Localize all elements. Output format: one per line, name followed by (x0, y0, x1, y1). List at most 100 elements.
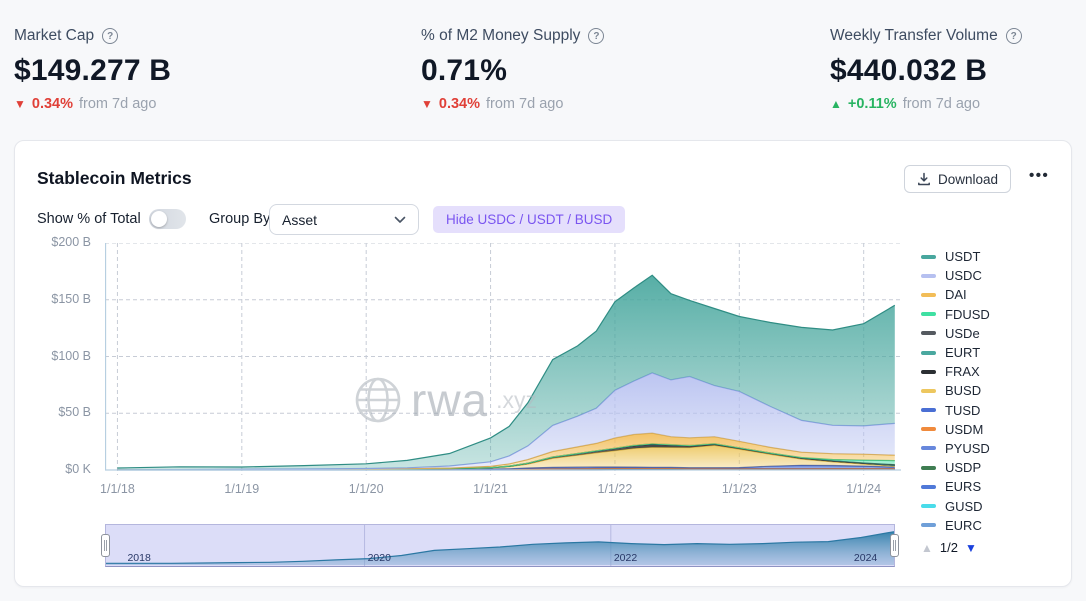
legend-item-tusd[interactable]: TUSD (921, 401, 990, 420)
x-tick-label: 1/1/20 (348, 482, 384, 496)
delta-value: 0.34% (31, 96, 74, 112)
legend-item-frax[interactable]: FRAX (921, 362, 990, 381)
x-tick-label: 1/1/19 (224, 482, 260, 496)
legend-page-down-button[interactable]: ▼ (964, 540, 977, 555)
y-tick-label: $50 B (58, 405, 91, 420)
download-label: Download (938, 171, 999, 187)
brush-left-handle[interactable] (101, 534, 110, 557)
delta-value: +0.11% (847, 96, 897, 112)
gusd-swatch (921, 504, 936, 509)
triangle-down-icon: ▼ (14, 97, 26, 111)
legend-item-usdt[interactable]: USDT (921, 247, 990, 266)
legend-item-fdusd[interactable]: FDUSD (921, 305, 990, 324)
y-tick-label: $0 K (65, 462, 91, 476)
y-tick-label: $100 B (51, 348, 91, 363)
legend-item-pyusd[interactable]: PYUSD (921, 439, 990, 458)
legend-item-gusd[interactable]: GUSD (921, 496, 990, 515)
stat-value: $149.277 B (14, 54, 172, 87)
show-total-toggle[interactable] (149, 209, 186, 229)
x-tick-label: 1/1/22 (597, 482, 633, 496)
group-by-select[interactable]: Asset (269, 204, 419, 235)
x-tick-label: 1/1/23 (721, 482, 757, 496)
minimap-year-label: 2020 (367, 552, 391, 564)
legend: USDT USDC DAI FDUSD USDe EURT FRAX BUSD TUSD USDM… (921, 247, 990, 535)
x-tick-label: 1/1/21 (473, 482, 508, 496)
pyusd-swatch (921, 446, 936, 451)
legend-label: BUSD (945, 383, 982, 399)
timeline-brush[interactable]: 2018 2020 2022 2024 (105, 524, 895, 567)
eurt-swatch (921, 350, 936, 355)
legend-item-usdm[interactable]: USDM (921, 420, 990, 439)
legend-label: DAI (945, 287, 967, 303)
stacked-area-svg[interactable] (105, 243, 901, 475)
stat-weekly-transfer-volume: Weekly Transfer Volume ? $440.032 B ▲ +0… (830, 27, 1022, 112)
minimap-year-label: 2022 (613, 552, 638, 564)
legend-label: EURT (945, 345, 981, 361)
frax-swatch (921, 369, 936, 374)
legend-page-indicator: 1/2 (939, 540, 958, 555)
legend-label: USDM (945, 421, 984, 437)
usdc-swatch (921, 273, 936, 278)
y-tick-label: $200 B (51, 235, 91, 249)
help-icon[interactable]: ? (1005, 28, 1022, 44)
download-button[interactable]: Download (904, 165, 1012, 193)
stat-market-cap: Market Cap ? $149.277 B ▼ 0.34% from 7d … (14, 27, 171, 112)
legend-label: USDT (945, 249, 981, 265)
eurs-swatch (921, 484, 936, 489)
legend-item-usdp[interactable]: USDP (921, 458, 990, 477)
toggle-knob (151, 211, 167, 227)
show-total-label: Show % of Total (37, 211, 141, 227)
delta-suffix: from 7d ago (486, 96, 564, 112)
legend-item-busd[interactable]: BUSD (921, 381, 990, 400)
tusd-swatch (921, 408, 936, 413)
legend-label: EURC (945, 517, 982, 533)
legend-pagination: ▲ 1/2 ▼ (921, 540, 977, 555)
legend-item-usde[interactable]: USDe (921, 324, 990, 343)
legend-label: TUSD (945, 402, 981, 418)
usdp-swatch (921, 465, 936, 470)
legend-label: USDe (945, 325, 980, 341)
minimap-area-svg (106, 525, 895, 566)
y-tick-label: $150 B (51, 291, 91, 306)
legend-label: USDC (945, 268, 982, 284)
legend-item-dai[interactable]: DAI (921, 285, 990, 304)
help-icon[interactable]: ? (102, 28, 119, 44)
usdt-swatch (921, 254, 936, 259)
legend-label: PYUSD (945, 440, 990, 456)
help-icon[interactable]: ? (588, 28, 605, 44)
usde-swatch (921, 331, 936, 336)
stat-m2-supply: % of M2 Money Supply ? 0.71% ▼ 0.34% fro… (421, 27, 605, 112)
stat-title: Market Cap (14, 27, 95, 44)
minimap-year-label: 2018 (127, 552, 151, 564)
fdusd-swatch (921, 312, 936, 317)
legend-item-eurc[interactable]: EURC (921, 516, 990, 535)
triangle-up-icon: ▲ (830, 97, 842, 111)
chevron-down-icon (394, 216, 406, 223)
legend-label: FRAX (945, 364, 980, 380)
minimap-year-label: 2024 (853, 552, 878, 564)
triangle-down-icon: ▼ (421, 97, 433, 111)
group-by-value: Asset (282, 211, 318, 228)
stat-value: 0.71% (421, 54, 508, 87)
busd-swatch (921, 388, 936, 393)
stat-title: % of M2 Money Supply (421, 27, 581, 44)
legend-label: EURS (945, 479, 982, 495)
stablecoin-metrics-card: Stablecoin Metrics Download ••• Show % o… (14, 140, 1072, 587)
legend-item-eurs[interactable]: EURS (921, 477, 990, 496)
dai-swatch (921, 292, 936, 297)
legend-item-eurt[interactable]: EURT (921, 343, 990, 362)
legend-item-usdc[interactable]: USDC (921, 266, 990, 285)
stat-value: $440.032 B (830, 54, 988, 87)
delta-value: 0.34% (438, 96, 481, 112)
legend-label: FDUSD (945, 306, 990, 322)
more-options-button[interactable]: ••• (1029, 167, 1050, 184)
legend-label: GUSD (945, 498, 983, 514)
brush-right-handle[interactable] (890, 534, 899, 557)
x-tick-label: 1/1/24 (846, 482, 882, 496)
card-title: Stablecoin Metrics (37, 168, 192, 188)
download-icon (918, 172, 930, 186)
eurc-swatch (921, 523, 936, 528)
legend-page-up-button[interactable]: ▲ (921, 540, 933, 555)
hide-assets-chip-button[interactable]: Hide USDC / USDT / BUSD (433, 206, 626, 233)
